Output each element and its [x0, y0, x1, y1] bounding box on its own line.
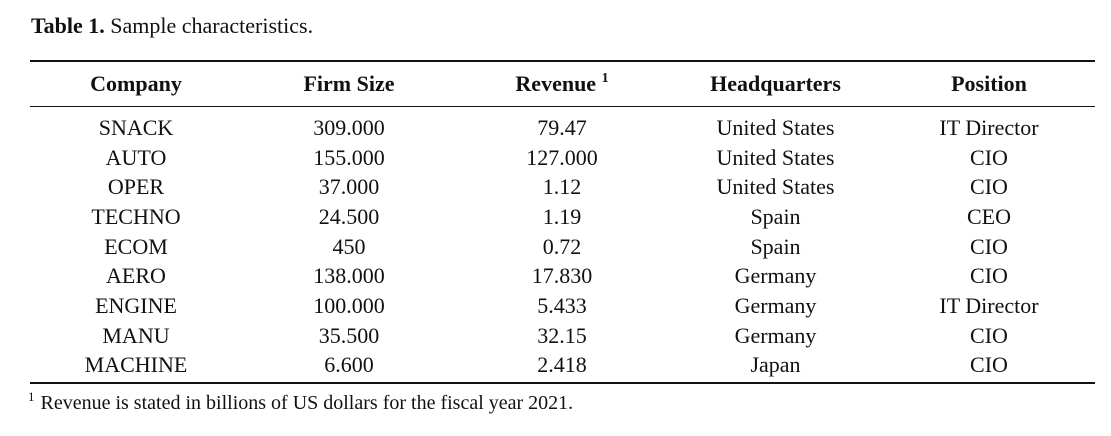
- cell-revenue: 0.72: [542, 233, 582, 259]
- footnote-text: Revenue is stated in billions of US doll…: [40, 392, 574, 414]
- cell-headquarters: United States: [716, 144, 835, 170]
- cell-position: CIO: [970, 174, 1008, 200]
- cell-revenue: 2.418: [537, 352, 587, 378]
- cell-firm-size: 24.500: [318, 203, 380, 229]
- table-row: AUTO 155.000 127.000 United States CIO: [30, 143, 1095, 173]
- cell-company: OPER: [107, 174, 165, 200]
- table-row: ENGINE 100.000 5.433 Germany IT Director: [30, 291, 1095, 321]
- table-header-row: Company Firm Size Revenue 1 Headquarters…: [30, 61, 1095, 107]
- cell-headquarters: Germany: [734, 292, 817, 318]
- cell-firm-size: 6.600: [324, 352, 374, 378]
- table-row: SNACK 309.000 79.47 United States IT Directo…: [30, 107, 1095, 143]
- table-body: SNACK 309.000 79.47 United States IT Directo…: [30, 107, 1095, 384]
- cell-revenue: 127.000: [526, 144, 598, 170]
- table-row: MACHINE 6.600 2.418 Japan CIO: [30, 351, 1095, 384]
- table-footnote: 1 Revenue is stated in billions of US dol…: [28, 390, 573, 416]
- cell-firm-size: 450: [332, 233, 366, 259]
- table-caption-label: Table 1.: [31, 13, 105, 38]
- header-company: Company: [90, 71, 182, 96]
- cell-headquarters: Spain: [750, 233, 801, 259]
- table-row: ECOM 450 0.72 Spain CIO: [30, 232, 1095, 262]
- header-headquarters: Headquarters: [710, 71, 841, 96]
- cell-revenue: 32.15: [537, 322, 587, 348]
- cell-revenue: 79.47: [537, 114, 587, 140]
- cell-revenue: 17.830: [531, 263, 593, 289]
- table-caption-text: Sample characteristics.: [110, 13, 314, 38]
- cell-firm-size: 138.000: [313, 263, 385, 289]
- cell-position: IT Director: [939, 292, 1039, 318]
- sample-characteristics-table: Company Firm Size Revenue 1 Headquarters…: [30, 60, 1095, 384]
- cell-position: IT Director: [939, 114, 1039, 140]
- cell-firm-size: 100.000: [313, 292, 385, 318]
- cell-position: CIO: [970, 322, 1008, 348]
- cell-revenue: 1.19: [542, 203, 582, 229]
- cell-headquarters: Spain: [750, 203, 801, 229]
- cell-position: CIO: [970, 263, 1008, 289]
- cell-company: AERO: [106, 263, 166, 289]
- header-position: Position: [951, 71, 1027, 96]
- table-row: MANU 35.500 32.15 Germany CIO: [30, 321, 1095, 351]
- cell-company: MANU: [102, 322, 170, 348]
- header-revenue: Revenue 1: [456, 61, 668, 107]
- footnote-marker: 1: [28, 389, 35, 404]
- cell-revenue: 5.433: [537, 292, 587, 318]
- cell-headquarters: Japan: [750, 352, 801, 378]
- cell-headquarters: Germany: [734, 263, 817, 289]
- table-row: AERO 138.000 17.830 Germany CIO: [30, 261, 1095, 291]
- cell-position: CEO: [967, 203, 1011, 229]
- header-firm-size: Firm Size: [303, 71, 395, 96]
- revenue-footnote-marker: 1: [601, 71, 609, 86]
- cell-position: CIO: [970, 233, 1008, 259]
- cell-headquarters: Germany: [734, 322, 817, 348]
- header-revenue-label: Revenue: [515, 71, 597, 96]
- cell-company: SNACK: [98, 114, 174, 140]
- cell-headquarters: United States: [716, 174, 835, 200]
- cell-firm-size: 37.000: [318, 174, 380, 200]
- cell-revenue: 1.12: [542, 174, 582, 200]
- cell-company: ECOM: [104, 233, 168, 259]
- cell-firm-size: 35.500: [318, 322, 380, 348]
- cell-position: CIO: [970, 352, 1008, 378]
- table-container: Company Firm Size Revenue 1 Headquarters…: [30, 60, 1095, 384]
- cell-firm-size: 309.000: [313, 114, 385, 140]
- cell-company: ENGINE: [95, 292, 177, 318]
- cell-company: MACHINE: [84, 352, 188, 378]
- table-caption: Table 1. Sample characteristics.: [31, 11, 313, 41]
- cell-position: CIO: [970, 144, 1008, 170]
- cell-firm-size: 155.000: [313, 144, 385, 170]
- table-row: TECHNO 24.500 1.19 Spain CEO: [30, 202, 1095, 232]
- cell-company: TECHNO: [91, 203, 181, 229]
- table-row: OPER 37.000 1.12 United States CIO: [30, 172, 1095, 202]
- cell-company: AUTO: [105, 144, 167, 170]
- cell-headquarters: United States: [716, 114, 835, 140]
